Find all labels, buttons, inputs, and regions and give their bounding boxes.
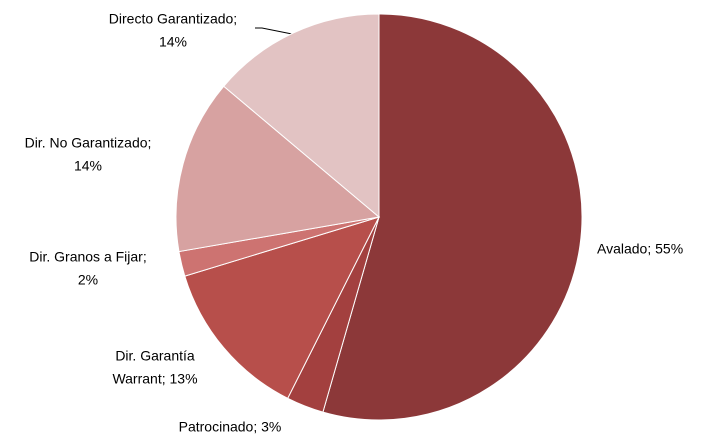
data-label: Warrant; 13% bbox=[112, 371, 197, 387]
data-label: Dir. Garantía bbox=[115, 348, 195, 364]
pie-slice bbox=[175, 85, 381, 253]
data-label: Dir. No Garantizado; bbox=[25, 135, 152, 151]
data-label: 14% bbox=[74, 158, 102, 174]
pie-slice bbox=[184, 216, 380, 399]
data-label: Dir. Granos a Fijar; bbox=[29, 249, 146, 265]
pie-slice bbox=[322, 13, 583, 421]
pie-slice bbox=[223, 13, 380, 219]
data-label: Avalado; 55% bbox=[597, 241, 683, 257]
data-label: Patrocinado; 3% bbox=[179, 419, 282, 435]
leader-line bbox=[255, 27, 293, 35]
data-label: 14% bbox=[159, 34, 187, 50]
data-label: 2% bbox=[78, 272, 98, 288]
data-label: Directo Garantizado; bbox=[109, 11, 237, 27]
